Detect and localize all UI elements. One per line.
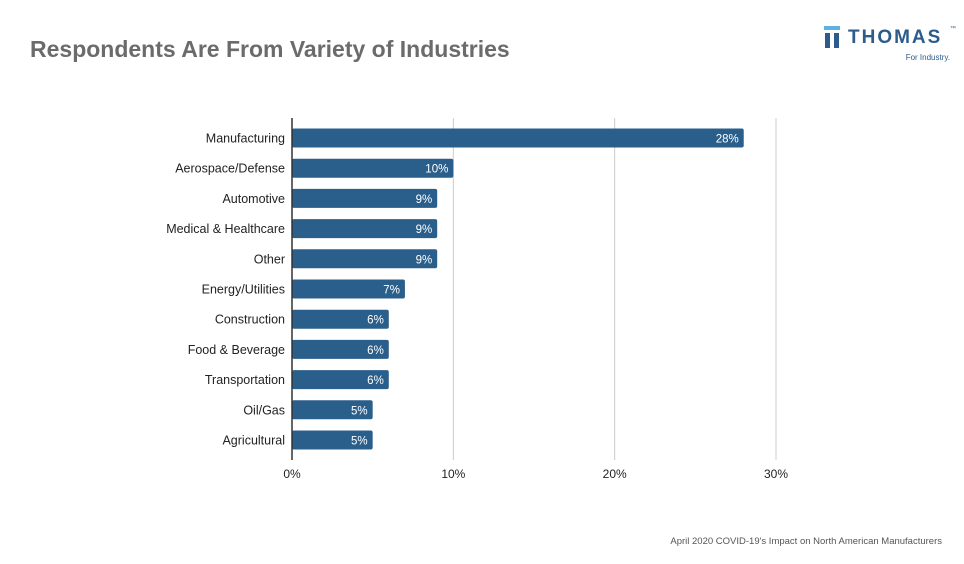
chart-bar xyxy=(292,339,389,359)
chart-x-tick-labels: 0% 10% 20% 30% xyxy=(283,467,788,481)
chart-data-label: 9% xyxy=(416,194,433,206)
chart-category-label: Transportation xyxy=(205,373,285,387)
chart-data-label: 6% xyxy=(367,315,384,327)
chart-category-label: Energy/Utilities xyxy=(202,283,285,297)
page-title: Respondents Are From Variety of Industri… xyxy=(30,36,510,62)
chart-bar xyxy=(292,279,405,299)
logo-tagline: For Industry. xyxy=(905,53,950,62)
logo-wordmark: THOMAS xyxy=(848,27,943,48)
chart-category-label: Food & Beverage xyxy=(188,343,285,357)
chart-category-label: Agricultural xyxy=(222,434,285,448)
chart-bar xyxy=(292,128,744,148)
chart-category-label: Medical & Healthcare xyxy=(166,222,285,236)
chart-data-label: 6% xyxy=(367,345,384,357)
chart-category-label: Manufacturing xyxy=(206,132,285,146)
chart-bar xyxy=(292,219,438,239)
chart-bar xyxy=(292,249,438,269)
chart-gridlines xyxy=(452,118,777,460)
chart-bar xyxy=(292,158,454,178)
chart-category-label: Aerospace/Defense xyxy=(175,162,285,176)
chart-x-tick-label: 20% xyxy=(603,467,627,481)
chart-data-label: 28% xyxy=(716,134,739,146)
chart-category-labels: Manufacturing Aerospace/Defense Automotive… xyxy=(166,132,285,448)
chart-bar xyxy=(292,430,373,450)
chart-bar xyxy=(292,370,389,390)
chart-category-label: Construction xyxy=(215,313,285,327)
chart-x-tick-label: 0% xyxy=(283,467,301,481)
source-footnote: April 2020 COVID-19's Impact on North Am… xyxy=(670,536,942,547)
chart-category-label: Oil/Gas xyxy=(243,403,285,417)
chart-data-label: 9% xyxy=(416,224,433,236)
chart-data-label: 7% xyxy=(383,285,400,297)
thomas-logo-mark-icon xyxy=(824,26,842,48)
chart-data-label: 6% xyxy=(367,375,384,387)
chart-data-label: 5% xyxy=(351,405,368,417)
chart-category-label: Automotive xyxy=(222,192,285,206)
chart-bar xyxy=(292,400,373,420)
chart-data-label: 10% xyxy=(425,164,448,176)
thomas-logo[interactable]: THOMAS ™ For Industry. xyxy=(820,24,956,66)
chart-x-tick-label: 10% xyxy=(441,467,465,481)
chart-category-label: Other xyxy=(254,252,285,266)
chart-bar xyxy=(292,309,389,329)
chart-data-label: 5% xyxy=(351,436,368,448)
chart-bars: 28% 10% 9% 9% 9% 7% 6% 6% 6% 5% 5% xyxy=(292,128,744,450)
chart-bar xyxy=(292,188,438,208)
logo-trademark: ™ xyxy=(950,26,956,32)
chart-x-tick-label: 30% xyxy=(764,467,788,481)
chart-data-label: 9% xyxy=(416,254,433,266)
